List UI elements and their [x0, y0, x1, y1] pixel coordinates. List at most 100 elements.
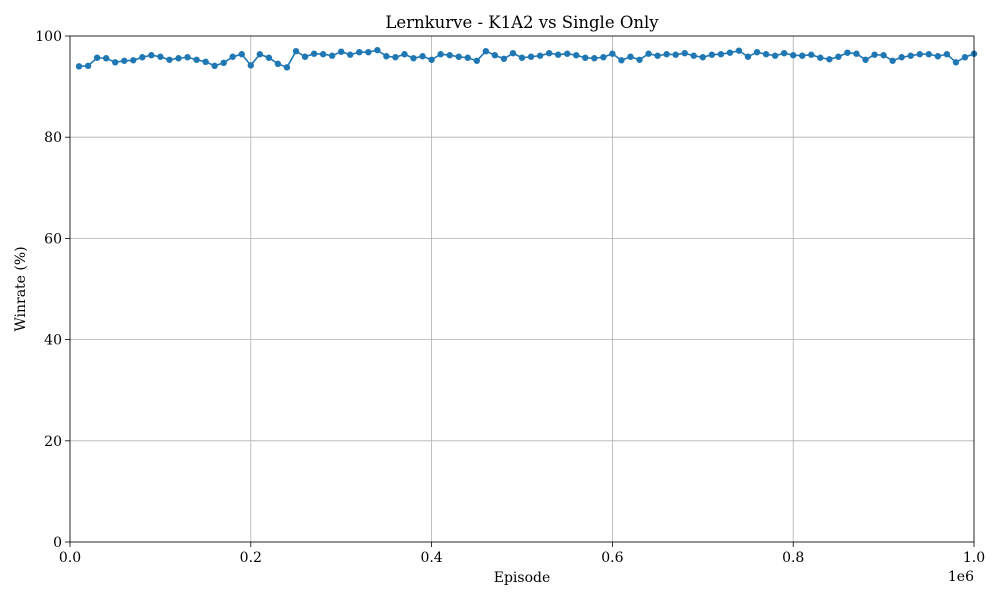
x-tick-label: 0.6: [601, 550, 623, 566]
data-point: [654, 52, 661, 59]
data-point: [880, 52, 887, 59]
series-line: [78, 49, 975, 69]
data-point: [753, 48, 761, 56]
data-point: [428, 56, 435, 63]
data-point: [482, 47, 490, 55]
data-point: [681, 50, 688, 57]
data-point: [591, 55, 598, 62]
data-point: [663, 51, 670, 58]
x-tick-label: 1.0: [963, 550, 985, 566]
data-point: [907, 52, 914, 59]
data-point: [762, 51, 770, 58]
data-point: [75, 63, 83, 70]
data-point: [292, 47, 300, 55]
data-point: [826, 56, 833, 63]
data-point: [600, 54, 607, 61]
y-tick-label: 40: [44, 333, 62, 349]
data-point: [518, 54, 526, 61]
data-point: [446, 52, 453, 59]
data-point: [916, 51, 923, 58]
x-tick-label: 0.4: [420, 550, 442, 566]
data-point: [799, 52, 806, 59]
data-point: [726, 49, 734, 56]
y-tick-label: 60: [44, 231, 62, 247]
data-point: [744, 53, 752, 60]
data-point: [365, 48, 372, 56]
data-point: [582, 54, 589, 61]
data-point: [184, 54, 191, 61]
data-point: [627, 53, 634, 60]
data-point: [780, 50, 788, 57]
data-point: [925, 51, 932, 58]
data-point: [102, 55, 110, 62]
data-point: [690, 52, 697, 59]
data-point: [347, 51, 354, 58]
data-point: [898, 54, 905, 61]
data-point: [157, 53, 164, 60]
data-point: [202, 58, 209, 66]
data-point: [636, 56, 643, 63]
data-point: [401, 51, 408, 58]
data-point: [934, 53, 942, 60]
data-point: [500, 55, 508, 62]
data-point: [338, 48, 345, 55]
data-point: [130, 57, 137, 64]
data-point: [383, 53, 390, 60]
x-tick-label: 0.0: [59, 550, 81, 566]
data-point: [121, 57, 128, 64]
data-point: [609, 50, 616, 57]
data-point: [618, 57, 625, 64]
data-point: [410, 55, 417, 62]
data-point: [247, 62, 254, 69]
data-point: [790, 52, 797, 59]
data-point: [392, 54, 399, 61]
data-point: [356, 48, 363, 56]
data-point: [943, 51, 951, 58]
data-point: [473, 57, 480, 64]
data-point: [139, 54, 146, 61]
data-point: [166, 56, 173, 63]
data-point: [93, 54, 101, 61]
x-axis-offset-label: 1e6: [948, 569, 974, 585]
data-point: [735, 47, 743, 54]
data-point: [844, 49, 851, 56]
data-point: [283, 64, 291, 71]
data-point: [527, 53, 535, 60]
data-point: [862, 56, 869, 63]
data-point: [645, 50, 652, 57]
x-tick-label: 0.8: [782, 550, 804, 566]
axis-ticks: 0.0 0.2 0.4 0.6 0.8 1.0 0 20 40 60 80 100: [35, 29, 985, 566]
data-point: [464, 54, 471, 61]
data-point: [256, 51, 264, 58]
data-point: [229, 53, 236, 60]
x-axis-label: Episode: [494, 570, 551, 586]
data-point: [220, 59, 227, 67]
data-point: [265, 54, 273, 61]
data-point: [536, 52, 544, 59]
data-point: [84, 62, 92, 70]
data-point: [148, 52, 155, 59]
data-point: [771, 52, 779, 59]
chart-title: Lernkurve - K1A2 vs Single Only: [385, 13, 659, 32]
data-point: [112, 59, 119, 66]
data-point: [175, 55, 182, 62]
data-point: [961, 54, 969, 61]
plot-frame: [69, 35, 975, 543]
data-point: [274, 60, 282, 68]
y-tick-label: 20: [44, 434, 62, 450]
data-point: [853, 50, 860, 57]
data-point: [455, 53, 462, 60]
data-point: [374, 46, 381, 54]
data-point: [211, 62, 218, 70]
data-point: [835, 53, 842, 60]
data-point: [708, 51, 716, 58]
y-tick-label: 100: [35, 29, 62, 45]
data-point: [817, 54, 824, 61]
data-point: [554, 51, 562, 58]
data-point: [545, 50, 553, 57]
data-point: [808, 51, 815, 58]
data-point: [871, 51, 878, 58]
y-axis-label: Winrate (%): [13, 246, 29, 331]
